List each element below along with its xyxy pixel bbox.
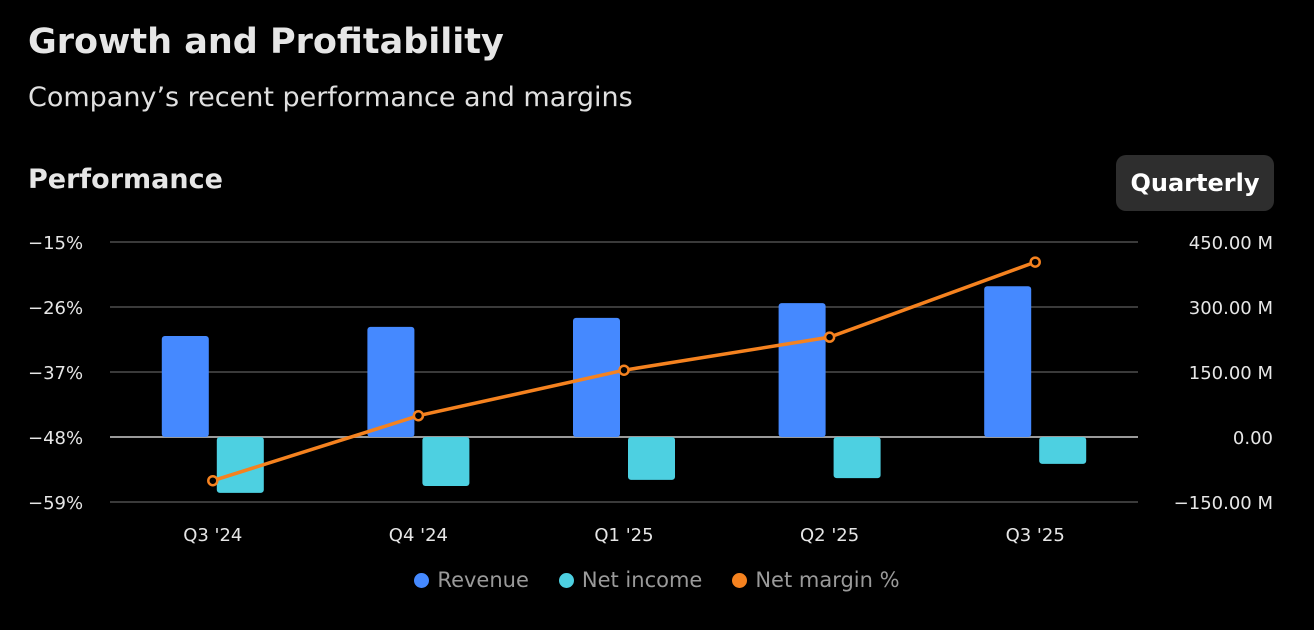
legend-label: Revenue bbox=[437, 568, 529, 592]
legend-item-net-margin[interactable]: Net margin % bbox=[732, 568, 900, 592]
legend-label: Net margin % bbox=[755, 568, 900, 592]
period-toggle-button[interactable]: Quarterly bbox=[1116, 155, 1274, 211]
net-income-bar bbox=[628, 437, 675, 480]
left-axis-tick: −15% bbox=[28, 233, 83, 254]
right-axis-tick: 0.00 bbox=[1233, 428, 1273, 449]
net-margin-point bbox=[207, 474, 219, 487]
net-income-bar bbox=[833, 437, 881, 479]
net-margin-point bbox=[1029, 256, 1041, 268]
right-axis-tick: −150.00 M bbox=[1174, 493, 1273, 514]
left-axis-tick: −48% bbox=[28, 428, 83, 449]
legend-label: Net income bbox=[581, 568, 703, 592]
x-axis-tick: Q3 '25 bbox=[1006, 525, 1065, 546]
left-axis-tick: −26% bbox=[28, 298, 83, 319]
net-margin-point bbox=[823, 331, 836, 343]
page-subtitle: Company’s recent performance and margins bbox=[28, 82, 633, 113]
x-axis-tick: Q4 '24 bbox=[389, 525, 448, 546]
x-axis-tick: Q1 '25 bbox=[594, 525, 653, 546]
legend-item-net-income[interactable]: Net income bbox=[558, 568, 703, 592]
chart-legend: Revenue Net income Net margin % bbox=[0, 568, 1314, 592]
x-axis-tick: Q2 '25 bbox=[800, 525, 859, 546]
legend-item-revenue[interactable]: Revenue bbox=[414, 568, 529, 592]
revenue-bar bbox=[984, 286, 1032, 437]
legend-swatch bbox=[414, 572, 430, 588]
left-axis-tick: −59% bbox=[28, 493, 83, 514]
x-axis-tick: Q3 '24 bbox=[183, 525, 242, 546]
right-axis-tick: 150.00 M bbox=[1189, 363, 1273, 384]
revenue-bar bbox=[367, 326, 415, 437]
legend-swatch bbox=[558, 572, 574, 588]
revenue-bar bbox=[161, 336, 209, 437]
net-income-bar bbox=[422, 437, 470, 486]
net-margin-point bbox=[412, 409, 425, 422]
page-title: Growth and Profitability bbox=[28, 22, 504, 62]
right-axis-tick: 450.00 M bbox=[1189, 233, 1273, 254]
revenue-bar bbox=[778, 303, 826, 437]
right-axis-tick: 300.00 M bbox=[1189, 298, 1273, 319]
legend-swatch bbox=[732, 572, 748, 588]
net-income-bar bbox=[216, 437, 264, 493]
section-title: Performance bbox=[28, 164, 223, 195]
net-margin-point bbox=[618, 364, 630, 376]
net-income-bar bbox=[1039, 437, 1087, 464]
left-axis-tick: −37% bbox=[28, 363, 83, 384]
